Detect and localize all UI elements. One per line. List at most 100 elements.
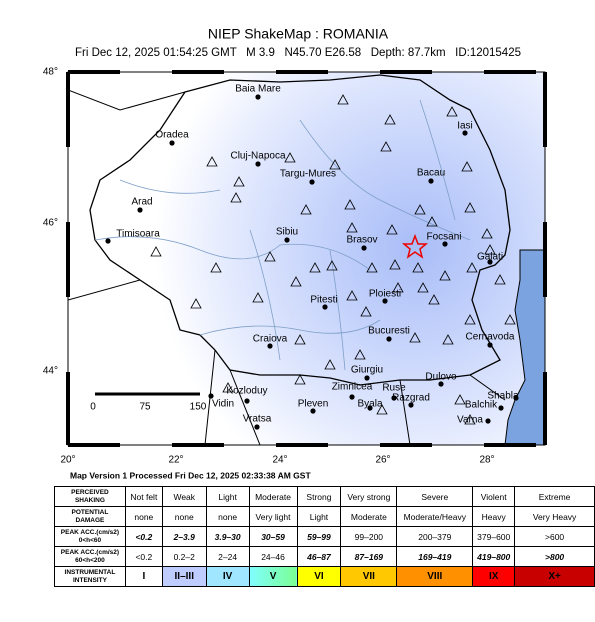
city-label: Balchik	[465, 400, 498, 411]
frame-bar	[543, 72, 547, 147]
label-line: 60<h<200	[75, 556, 105, 564]
station	[360, 306, 372, 317]
station	[294, 334, 306, 345]
label-line: PEAK ACC.(cm/s2)	[60, 548, 120, 556]
city-dot	[309, 179, 315, 185]
legend-row-label: PEAK ACC.(cm/s2) 0<h<60	[54, 526, 126, 547]
city-dot	[208, 393, 214, 399]
city-label: Bacau	[417, 168, 445, 179]
legend-cell: 200–379	[396, 526, 474, 547]
label-line: POTENTIAL	[71, 508, 109, 516]
city-dot	[254, 424, 260, 430]
station	[446, 106, 458, 117]
station	[376, 404, 388, 415]
frame-bar	[380, 443, 432, 447]
city-dot	[408, 402, 414, 408]
station	[461, 161, 473, 172]
frame-bar	[543, 222, 547, 297]
city-dot	[498, 405, 504, 411]
city-dot	[442, 241, 448, 247]
legend-cell: IV	[205, 566, 250, 587]
station	[354, 349, 366, 360]
station	[230, 192, 242, 203]
city-label: Shabla	[487, 391, 519, 402]
label-line: DAMAGE	[75, 516, 105, 524]
legend-cell: 379–600	[472, 526, 516, 547]
city-label: Pitesti	[310, 295, 337, 306]
legend-cell: 99–200	[340, 526, 398, 547]
station	[464, 314, 476, 325]
city-dot	[169, 140, 175, 146]
station	[417, 282, 429, 293]
station	[389, 259, 401, 270]
scale-label: 75	[139, 402, 151, 413]
station	[426, 216, 438, 227]
station	[386, 224, 398, 235]
station	[346, 290, 358, 301]
station	[412, 262, 424, 273]
station	[344, 199, 356, 210]
legend-cell: 46–87	[296, 546, 342, 567]
legend-row-label: PEAK ACC.(cm/s2) 60<h<200	[54, 546, 126, 567]
station	[384, 114, 396, 125]
city-dot	[361, 245, 367, 251]
city-dot	[255, 94, 261, 100]
city-label: Timisoara	[116, 229, 160, 240]
legend-cell: V	[248, 566, 298, 587]
station	[264, 251, 276, 262]
legend-cell: none	[205, 506, 250, 527]
lon-label: 20°	[60, 455, 75, 466]
lat-label: 48°	[43, 67, 58, 78]
city-label: Targu-Mures	[280, 169, 336, 180]
lat-label: 46°	[43, 218, 58, 229]
legend-cell: Strong	[296, 486, 342, 507]
station	[494, 274, 506, 285]
frame-bar	[484, 443, 536, 447]
legend-cell: none	[161, 506, 207, 527]
station	[337, 94, 349, 105]
legend-cell: Moderate	[340, 506, 398, 527]
city-label: Sibiu	[276, 227, 298, 238]
city-dot	[137, 207, 143, 213]
city-dot	[284, 237, 290, 243]
scale-label: 150	[190, 402, 207, 413]
station	[504, 314, 516, 325]
legend-cell: VI	[296, 566, 342, 587]
station	[222, 382, 234, 393]
legend-cell: 419–800	[472, 546, 516, 567]
label-line: PEAK ACC.(cm/s2)	[60, 528, 120, 536]
city-label: Focsani	[426, 232, 461, 243]
legend-cell: 3.9–30	[205, 526, 250, 547]
lat-label: 44°	[43, 366, 58, 377]
legend-cell: 30–59	[248, 526, 298, 547]
city-label: Ploiesti	[369, 289, 401, 300]
legend-cell: Very strong	[340, 486, 398, 507]
station	[210, 262, 222, 273]
legend-cell: Heavy	[472, 506, 516, 527]
station	[252, 292, 264, 303]
legend-cell: <0.2	[124, 546, 163, 567]
city-dot	[382, 298, 388, 304]
city-label: Baia Mare	[235, 84, 281, 95]
city-label: Iasi	[457, 121, 473, 132]
city-label: Dulovo	[425, 372, 457, 383]
legend-cell: 169–419	[396, 546, 474, 567]
legend-cell: 24–46	[248, 546, 298, 567]
legend-cell: 87–169	[340, 546, 398, 567]
city-dot	[513, 395, 519, 401]
city-dot	[310, 408, 316, 414]
legend-cell: Not felt	[124, 486, 163, 507]
station	[309, 262, 321, 273]
station	[466, 262, 478, 273]
city-label: Cernavoda	[466, 332, 515, 343]
city-label: Bucuresti	[368, 326, 410, 337]
station	[366, 262, 378, 273]
station	[484, 244, 496, 255]
legend-cell: VII	[340, 566, 398, 587]
frame-bar	[68, 70, 120, 74]
legend-cell: II–III	[161, 566, 207, 587]
lon-label: 22°	[168, 455, 183, 466]
legend-cell: none	[124, 506, 163, 527]
label-line: INTENSITY	[72, 576, 107, 584]
legend-cell: 0.2–2	[161, 546, 207, 567]
